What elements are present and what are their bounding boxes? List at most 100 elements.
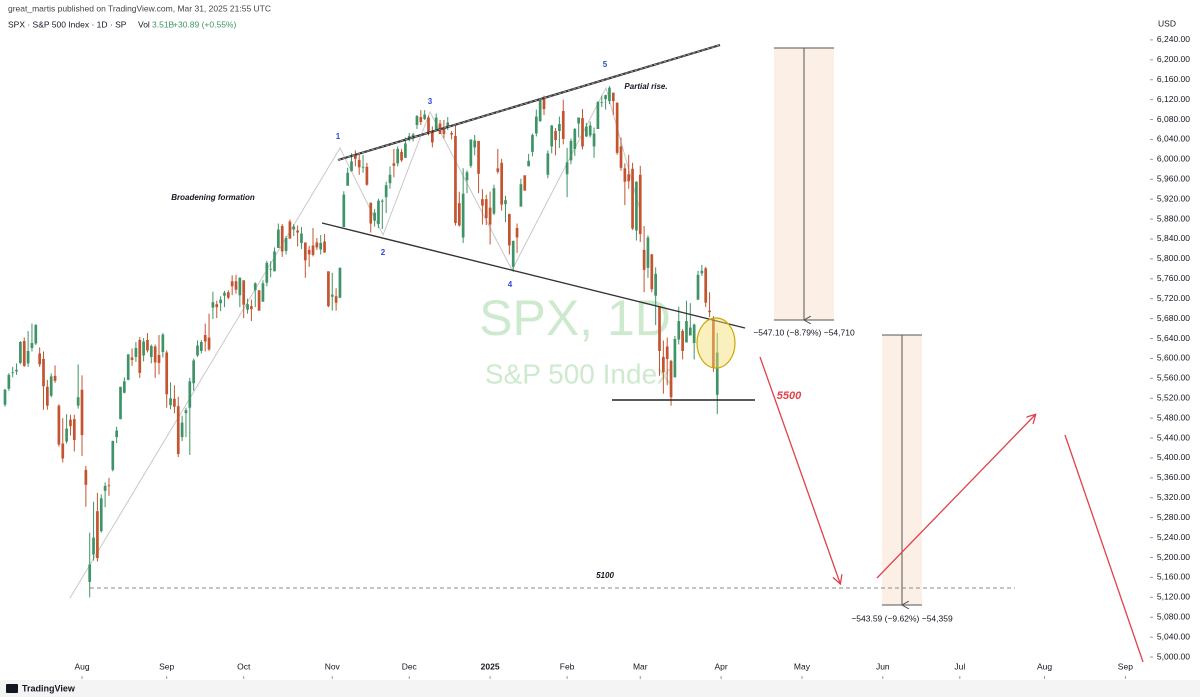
candle-body [157, 354, 161, 363]
candle-body [38, 353, 42, 365]
candle-body [715, 352, 719, 395]
candle-body [623, 168, 627, 182]
candle-body [303, 242, 307, 261]
candle-body [26, 350, 30, 364]
forecast-arrow [876, 415, 1035, 579]
y-tick-label: 5,560.00 [1157, 373, 1190, 383]
candle-body [115, 430, 119, 438]
lower-trendline [321, 222, 746, 329]
candle-body [477, 140, 480, 174]
candle-body [30, 343, 34, 348]
candle-body [388, 174, 392, 184]
candle-body [76, 397, 80, 406]
target-label: 5500 [777, 390, 802, 402]
candle-body [88, 564, 92, 582]
y-tick-label: 5,080.00 [1157, 611, 1190, 621]
candle-body [138, 340, 142, 373]
candle-body [327, 271, 330, 307]
candle-body [273, 251, 276, 272]
price-axis [1150, 0, 1200, 680]
candle-body [654, 273, 658, 296]
candle-body [184, 410, 188, 414]
candle-body [573, 128, 577, 149]
support-label: 5100 [596, 571, 614, 580]
candle-body [384, 185, 388, 198]
legend-volume-label: Vol [138, 19, 150, 29]
candle-body [246, 304, 249, 310]
candle-body [350, 161, 353, 172]
candle-body [596, 102, 600, 129]
candle-body [253, 283, 257, 291]
y-tick-label: 6,120.00 [1157, 94, 1190, 104]
legend-change: +30.89 (+0.55%) [173, 19, 236, 29]
candle-body [673, 339, 677, 378]
candle-body [492, 188, 496, 214]
candle-body [581, 118, 584, 147]
y-tick-label: 5,720.00 [1157, 293, 1190, 303]
candle-body [712, 319, 715, 368]
y-tick-label: 5,960.00 [1157, 174, 1190, 184]
watermark-name: S&P 500 Index [485, 358, 671, 389]
candle-body [42, 358, 45, 387]
y-tick-label: 5,200.00 [1157, 552, 1190, 562]
candle-body [700, 270, 704, 274]
candle-body [538, 100, 542, 122]
y-tick-label: 5,640.00 [1157, 333, 1190, 343]
candle-body [307, 249, 311, 255]
candle-body [369, 202, 373, 224]
candle-body [72, 419, 76, 441]
candle-body [15, 369, 18, 372]
background-drawings: SPX, 1D S&P 500 Index [69, 47, 1015, 605]
candle-body [431, 130, 434, 143]
pattern-label: Broadening formation [171, 193, 255, 202]
candle-body [165, 352, 169, 395]
candle-body [265, 262, 269, 283]
x-tick-label: Apr [714, 661, 727, 671]
candle-body [196, 345, 199, 356]
candle-body [708, 310, 711, 313]
candle-body [330, 294, 334, 297]
candle-body [608, 87, 611, 102]
candle-body [242, 280, 246, 305]
y-tick-label: 5,840.00 [1157, 233, 1190, 243]
currency: USD [1158, 18, 1176, 28]
candle-body [635, 181, 638, 231]
candles [3, 86, 719, 598]
y-tick-label: 6,080.00 [1157, 114, 1190, 124]
candle-body [473, 140, 477, 148]
candle-body [92, 537, 95, 555]
candle-body [134, 347, 138, 357]
candle-body [662, 356, 665, 373]
candle-body [130, 357, 134, 360]
partial-rise-label: Partial rise. [624, 82, 667, 91]
candle-body [173, 398, 176, 407]
candle-body [681, 331, 684, 351]
x-tick-label: Aug [74, 661, 89, 671]
candle-body [461, 193, 465, 238]
candle-body [558, 124, 561, 131]
candle-body [3, 389, 7, 405]
candle-body [280, 226, 284, 252]
candle-body [508, 214, 511, 246]
wave-label: 3 [428, 97, 433, 106]
candle-body [404, 143, 407, 158]
candle-body [415, 116, 419, 126]
y-tick-label: 5,240.00 [1157, 532, 1190, 542]
candle-body [592, 133, 596, 147]
candle-body [123, 381, 126, 393]
wave-path [69, 86, 641, 599]
brand: TradingView [22, 683, 76, 693]
candle-body [600, 102, 604, 103]
x-tick-label: Sep [159, 661, 174, 671]
candle-body [380, 200, 384, 202]
candle-body [442, 127, 446, 134]
candle-body [377, 200, 380, 225]
candle-body [457, 203, 461, 226]
candle-body [311, 245, 315, 255]
x-tick-label: Mar [633, 661, 648, 671]
candle-body [65, 428, 68, 442]
candle-body [296, 230, 299, 233]
candle-body [519, 184, 523, 207]
candle-body [261, 283, 265, 302]
